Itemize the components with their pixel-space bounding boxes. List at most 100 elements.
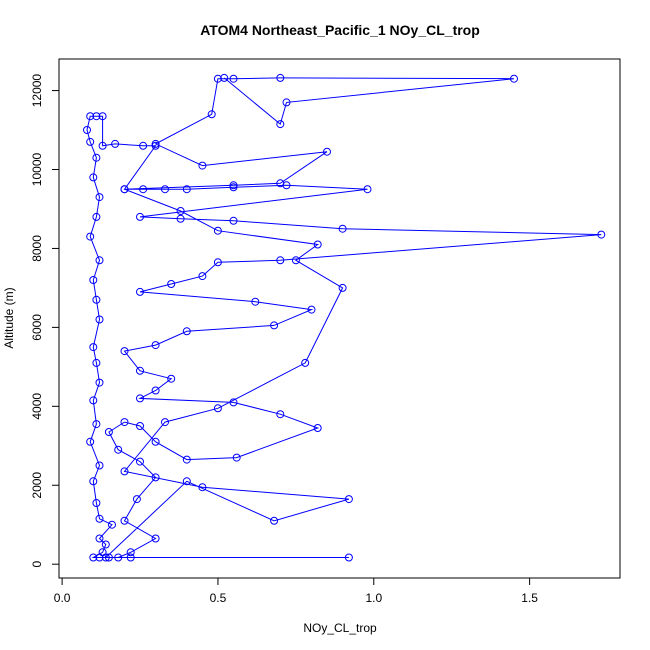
data-point [161,185,169,194]
y-axis-label: Altitude (m) [2,287,16,348]
data-point [95,193,104,202]
data-point [282,98,291,107]
data-point [132,495,141,504]
data-point [95,534,104,543]
data-point [120,467,129,476]
data-point [126,553,135,562]
data-point [307,305,316,314]
data-point [270,321,279,330]
data-point [92,499,101,507]
data-point [213,258,222,267]
data-point [136,366,144,375]
data-point [313,424,322,432]
data-point [92,212,101,221]
data-point [89,553,98,562]
data-point [86,232,95,241]
x-tick-label: 1.0 [365,591,382,605]
chart-title: ATOM4 Northeast_Pacific_1 NOy_CL_trop [200,22,480,38]
x-axis-label: NOy_CL_trop [303,621,377,635]
data-point [213,226,222,235]
data-point [101,540,110,549]
data-point [338,224,347,233]
data-point [198,272,207,281]
data-point [276,179,285,188]
data-point [120,185,129,194]
data-point [198,483,207,492]
data-point [95,256,104,265]
data-point [136,394,144,403]
data-point [89,276,98,284]
data-point [151,341,160,350]
data-point [323,147,331,156]
x-tick-label: 1.5 [521,591,538,605]
plot-frame [58,58,621,579]
data-point [151,139,160,148]
data-point [344,495,353,504]
data-point [207,110,216,119]
data-point [83,126,91,134]
data-point [182,477,191,486]
data-point [167,280,176,288]
data-point [198,161,207,170]
data-point [510,74,518,83]
data-point [182,327,191,336]
data-point [229,398,238,407]
data-point [276,120,285,129]
x-axis: 0.0 0.5 1.0 1.5 [54,578,538,605]
data-point [114,445,123,454]
data-point [89,396,98,405]
data-point [89,173,98,182]
data-point [182,455,191,464]
y-tick-label: 12000 [30,74,44,108]
data-point [120,418,129,427]
data-point [213,74,222,83]
data-point [111,139,120,148]
data-point [126,548,135,557]
data-point [120,347,129,356]
data-point [89,477,98,486]
x-tick-label: 0.5 [210,591,227,605]
data-point [139,185,148,194]
data-point [92,153,101,162]
data-point [151,437,160,446]
data-point [313,240,322,249]
data-point [92,358,101,367]
data-point [167,374,176,383]
data-point [114,553,123,562]
data-point [86,437,95,446]
data-point [95,315,104,324]
y-tick-label: 6000 [30,314,44,341]
data-point [136,457,144,466]
data-point [229,181,238,190]
data-point [92,295,101,304]
data-point [92,420,101,429]
data-points [83,73,606,562]
data-point [136,212,144,221]
data-point [251,297,260,306]
data-point [338,283,347,292]
data-point [136,422,144,430]
data-point [229,216,238,225]
data-point [344,553,353,562]
data-point [120,516,129,525]
data-point [276,410,285,419]
data-point [213,404,222,413]
data-point [232,453,241,462]
y-tick-label: 10000 [30,153,44,187]
data-point [276,73,285,82]
data-point [95,378,104,387]
series-line [86,77,602,558]
data-point [270,516,279,525]
data-point [108,520,116,529]
data-point [139,141,148,150]
data-point [151,534,160,543]
data-point [104,553,113,562]
data-point [151,386,160,395]
x-tick-label: 0.0 [54,591,71,605]
data-point [229,183,238,192]
data-point [104,428,113,436]
data-point [276,256,285,265]
data-point [95,514,104,523]
data-point [363,185,372,194]
